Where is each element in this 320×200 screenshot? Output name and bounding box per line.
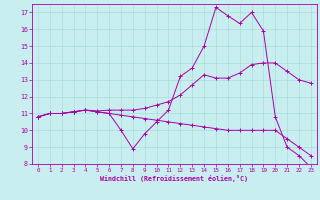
X-axis label: Windchill (Refroidissement éolien,°C): Windchill (Refroidissement éolien,°C) [100, 175, 248, 182]
